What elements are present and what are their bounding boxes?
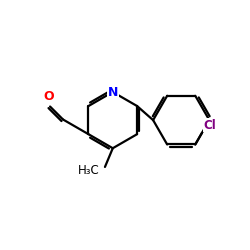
Text: N: N <box>108 86 118 98</box>
Text: H₃C: H₃C <box>78 164 99 177</box>
Text: O: O <box>44 90 54 103</box>
Text: Cl: Cl <box>203 118 216 132</box>
